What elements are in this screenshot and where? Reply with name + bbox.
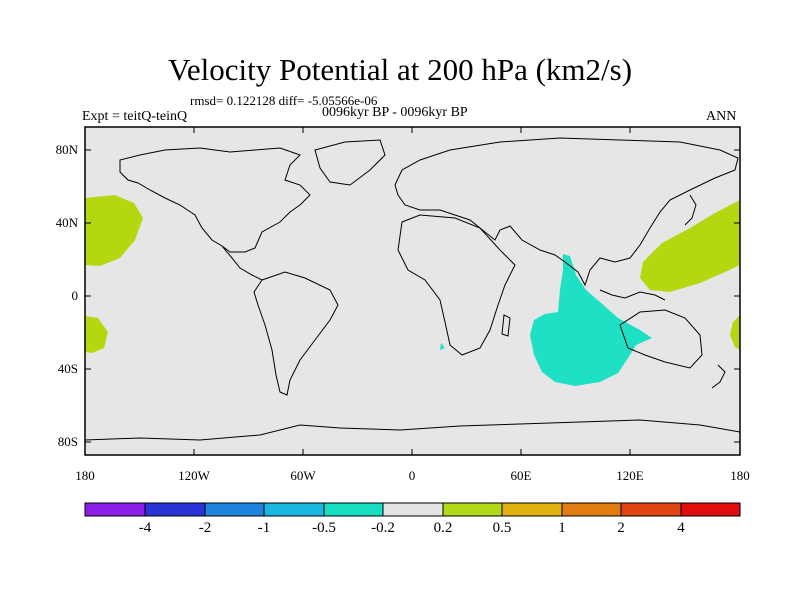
southeast-asia-islands (599, 289, 666, 301)
lon-label-180-east: 180 (730, 468, 750, 483)
lon-label-60w: 60W (290, 468, 316, 483)
colorbar-box-3 (204, 502, 265, 517)
colorbar-box-8 (501, 502, 563, 517)
lon-label-120w: 120W (178, 468, 210, 483)
new-zealand-coast (711, 364, 726, 389)
map-background (85, 127, 740, 455)
colorbar-box-5 (323, 502, 384, 517)
central-america-coast (221, 245, 263, 281)
stats-text: rmsd= 0.122128 diff= -5.05566e-06 (190, 93, 378, 108)
colorbar-label: 0.5 (492, 520, 512, 536)
tick-marks (85, 127, 740, 455)
south-america-coast (253, 271, 339, 396)
lat-label-0: 0 (71, 288, 79, 303)
positive-region-south-pacific (85, 316, 108, 353)
australia-coast (619, 309, 703, 369)
lon-label-120e: 120E (616, 468, 644, 483)
eurasia-coast (394, 137, 739, 287)
plot-title: Velocity Potential at 200 hPa (km2/s) (167, 52, 633, 87)
north-america-coast (119, 147, 311, 253)
colorbar-label: 0.2 (433, 520, 453, 536)
greenland-coast (314, 139, 386, 186)
colorbar-box-2 (144, 502, 206, 517)
period-label: 0096kyr BP - 0096kyr BP (322, 105, 468, 120)
lat-label-40n: 40N (55, 215, 78, 230)
experiment-label: Expt = teitQ-teinQ (82, 109, 188, 124)
negative-region-indian-ocean (530, 254, 652, 386)
colorbar-box-4 (263, 502, 325, 517)
africa-coast (397, 214, 516, 356)
madagascar-coast (501, 314, 511, 337)
positive-region-west-pacific (640, 200, 740, 292)
colorbar-box-6 (382, 502, 444, 517)
colorbar-box-10 (620, 502, 682, 517)
lon-label-0: 0 (408, 468, 416, 483)
positive-region-south-pacific-east (730, 315, 740, 350)
colorbar-box-1 (84, 502, 146, 517)
negative-region-small (440, 343, 445, 350)
colorbar (84, 502, 741, 517)
lon-label-60e: 60E (510, 468, 532, 483)
contour-fills (85, 195, 740, 386)
positive-region-north-pacific (85, 195, 143, 266)
colorbar-label: -0.5 (312, 520, 336, 536)
coastlines (84, 137, 741, 441)
lat-label-40s: 40S (57, 361, 78, 376)
colorbar-box-9 (561, 502, 622, 517)
japan-coast (684, 194, 697, 226)
lat-label-80n: 80N (55, 142, 78, 157)
colorbar-box-7 (442, 502, 503, 517)
colorbar-label: 1 (558, 520, 566, 536)
colorbar-label: -1 (257, 520, 271, 536)
colorbar-label: 2 (617, 520, 625, 536)
season-label: ANN (706, 109, 737, 124)
colorbar-label: -4 (138, 520, 152, 536)
lon-label-180-west: 180 (75, 468, 95, 483)
antarctica-coast (84, 419, 741, 441)
lat-label-80s: 80S (57, 434, 78, 449)
colorbar-label: -2 (198, 520, 212, 536)
colorbar-box-11 (680, 502, 741, 517)
colorbar-label: -0.2 (371, 520, 395, 536)
colorbar-label: 4 (677, 520, 685, 536)
